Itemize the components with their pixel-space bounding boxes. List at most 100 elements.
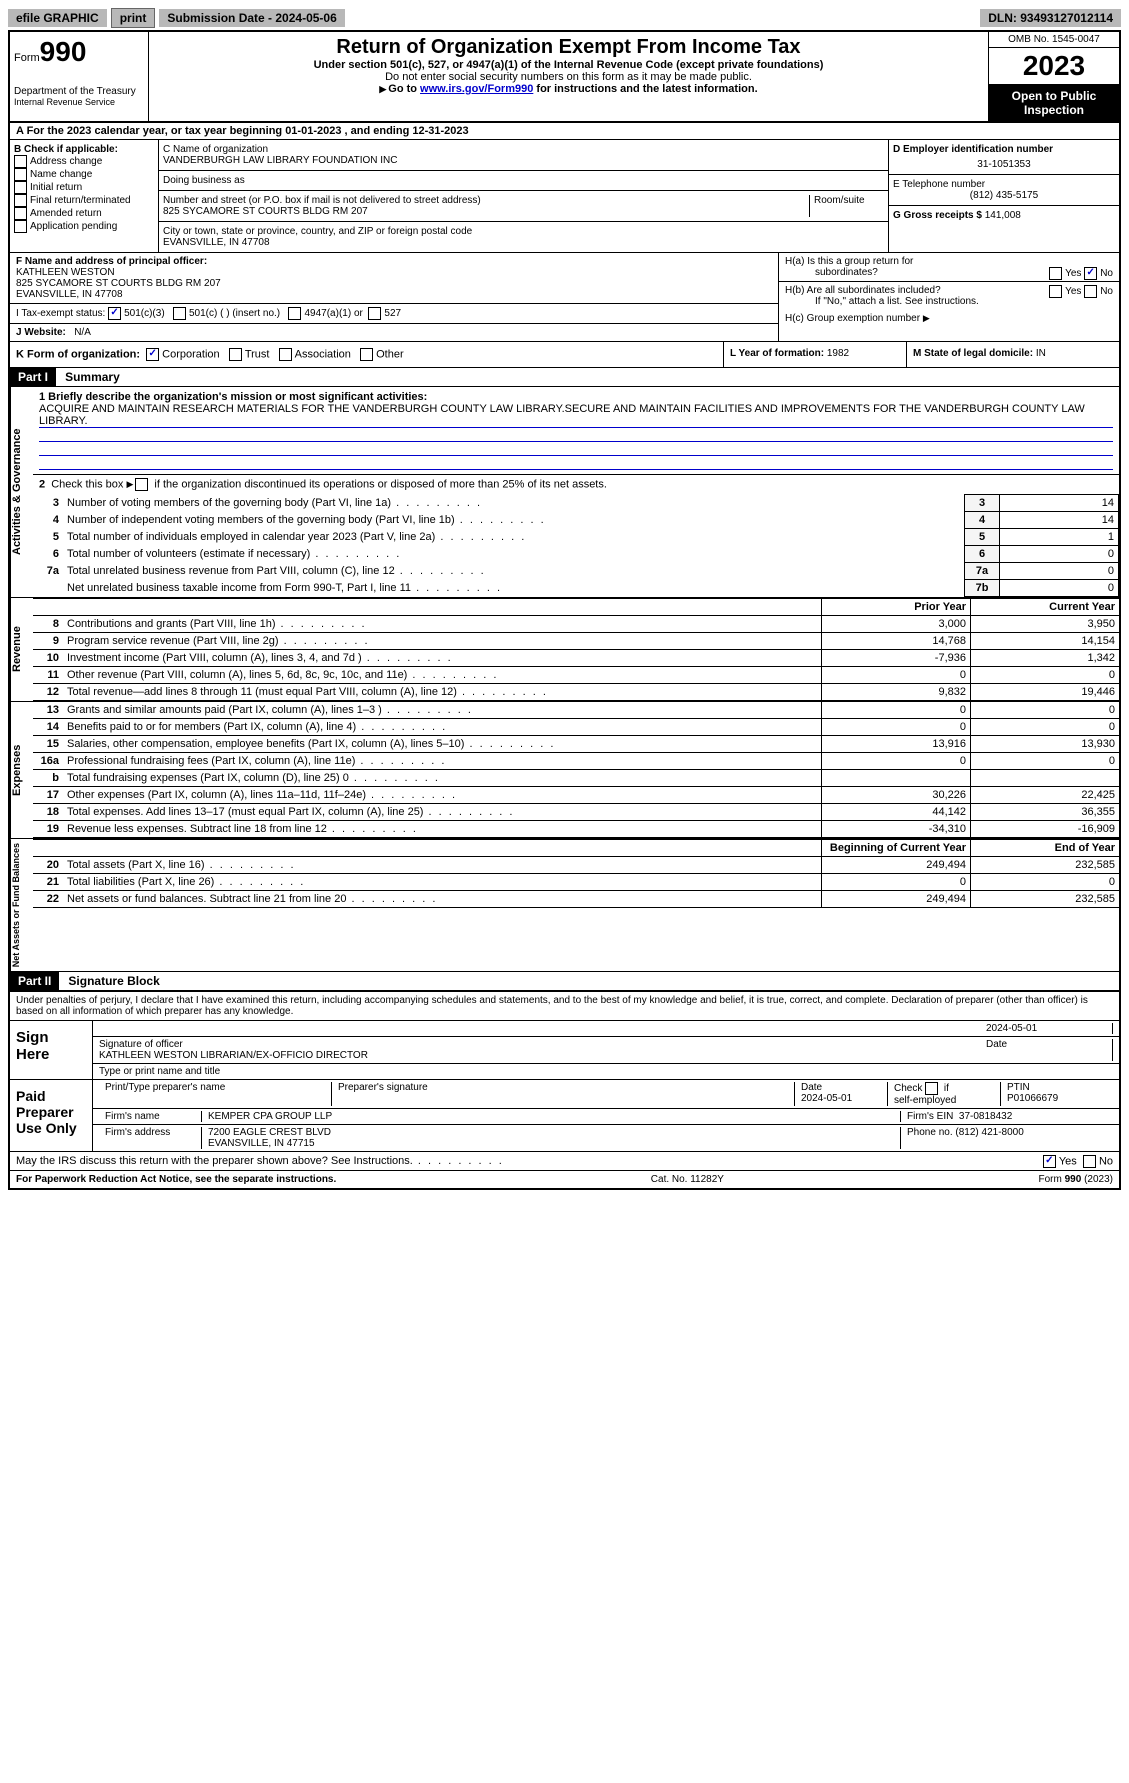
mission-block: 1 Briefly describe the organization's mi… <box>33 387 1119 475</box>
sig-date-top: 2024-05-01 <box>980 1023 1113 1034</box>
chk-association[interactable] <box>279 348 292 361</box>
city-value: EVANSVILLE, IN 47708 <box>163 237 884 248</box>
website-label: J Website: <box>16 327 66 338</box>
gross-label: G Gross receipts $ <box>893 210 982 221</box>
chk-discuss-no[interactable] <box>1083 1155 1096 1168</box>
vtab-netassets: Net Assets or Fund Balances <box>10 839 33 971</box>
firm-ein: 37-0818432 <box>959 1111 1012 1122</box>
part-2-header: Part II Signature Block <box>10 972 1119 990</box>
chk-527[interactable] <box>368 307 381 320</box>
h-c-row: H(c) Group exemption number <box>779 310 1119 327</box>
firm-phone: (812) 421-8000 <box>955 1127 1023 1138</box>
org-name: VANDERBURGH LAW LIBRARY FOUNDATION INC <box>163 155 884 166</box>
chk-ha-yes[interactable] <box>1049 267 1062 280</box>
data-row: bTotal fundraising expenses (Part IX, co… <box>33 770 1119 787</box>
q2-row: 2 Check this box if the organization dis… <box>33 475 1119 494</box>
chk-trust[interactable] <box>229 348 242 361</box>
gov-row: 5Total number of individuals employed in… <box>33 529 1119 546</box>
chk-ha-no[interactable] <box>1084 267 1097 280</box>
section-bcde: B Check if applicable: Address change Na… <box>10 140 1119 253</box>
chk-hb-no[interactable] <box>1084 285 1097 298</box>
data-row: 20Total assets (Part X, line 16)249,4942… <box>33 857 1119 874</box>
header-right: OMB No. 1545-0047 2023 Open to Public In… <box>988 32 1119 121</box>
section-fhij: F Name and address of principal officer:… <box>10 253 1119 342</box>
firm-name: KEMPER CPA GROUP LLP <box>202 1111 901 1122</box>
chk-application-pending[interactable] <box>14 220 27 233</box>
expenses-section: Expenses 13Grants and similar amounts pa… <box>10 702 1119 839</box>
subtitle-1: Under section 501(c), 527, or 4947(a)(1)… <box>153 59 984 71</box>
data-row: 15Salaries, other compensation, employee… <box>33 736 1119 753</box>
mission-text: ACQUIRE AND MAINTAIN RESEARCH MATERIALS … <box>39 403 1113 428</box>
sign-here-row: Sign Here 2024-05-01 Signature of office… <box>10 1020 1119 1079</box>
footer-cat: Cat. No. 11282Y <box>651 1174 724 1185</box>
ein-label: D Employer identification number <box>893 144 1115 155</box>
declaration-text: Under penalties of perjury, I declare th… <box>10 992 1119 1020</box>
sign-here-label: Sign Here <box>10 1021 93 1079</box>
chk-discuss-yes[interactable] <box>1043 1155 1056 1168</box>
chk-amended[interactable] <box>14 207 27 220</box>
sig-date-label: Date <box>980 1039 1113 1061</box>
part-1-header: Part I Summary <box>10 368 1119 387</box>
prep-sig-label: Preparer's signature <box>332 1082 795 1106</box>
addr-label: Number and street (or P.O. box if mail i… <box>163 195 805 206</box>
gov-row: 6Total number of volunteers (estimate if… <box>33 546 1119 563</box>
sig-officer-label: Signature of officer <box>99 1039 980 1050</box>
subtitle-2: Do not enter social security numbers on … <box>153 71 984 83</box>
addr-value: 825 SYCAMORE ST COURTS BLDG RM 207 <box>163 206 805 217</box>
gov-row: 7aTotal unrelated business revenue from … <box>33 563 1119 580</box>
col-b-checkboxes: B Check if applicable: Address change Na… <box>10 140 159 252</box>
vtab-expenses: Expenses <box>10 702 33 838</box>
data-row: 12Total revenue—add lines 8 through 11 (… <box>33 684 1119 701</box>
chk-other[interactable] <box>360 348 373 361</box>
phone-value: (812) 435-5175 <box>893 190 1115 201</box>
gross-value: 141,008 <box>985 210 1021 221</box>
ptin-value: P01066679 <box>1007 1093 1058 1104</box>
revenue-table: Prior YearCurrent Year 8Contributions an… <box>33 598 1119 701</box>
tax-year: 2023 <box>989 48 1119 85</box>
col-c-org: C Name of organization VANDERBURGH LAW L… <box>159 140 889 252</box>
chk-4947[interactable] <box>288 307 301 320</box>
officer-name: KATHLEEN WESTON <box>16 267 772 278</box>
efile-label: efile GRAPHIC <box>8 9 107 27</box>
ein-value: 31-1051353 <box>893 159 1115 170</box>
prep-name-label: Print/Type preparer's name <box>99 1082 332 1106</box>
net-assets-table: Beginning of Current YearEnd of Year 20T… <box>33 839 1119 908</box>
chk-final-return[interactable] <box>14 194 27 207</box>
data-row: 14Benefits paid to or for members (Part … <box>33 719 1119 736</box>
data-row: 17Other expenses (Part IX, column (A), l… <box>33 787 1119 804</box>
print-button[interactable]: print <box>111 8 156 28</box>
website-value: N/A <box>74 327 91 338</box>
top-bar: efile GRAPHIC print Submission Date - 20… <box>8 8 1121 28</box>
chk-501c3[interactable] <box>108 307 121 320</box>
chk-name-change[interactable] <box>14 168 27 181</box>
submission-date: Submission Date - 2024-05-06 <box>159 9 344 27</box>
chk-discontinued[interactable] <box>135 478 148 491</box>
form-title: Return of Organization Exempt From Incom… <box>153 36 984 59</box>
revenue-section: Revenue Prior YearCurrent Year 8Contribu… <box>10 598 1119 702</box>
chk-501c[interactable] <box>173 307 186 320</box>
data-row: 19Revenue less expenses. Subtract line 1… <box>33 821 1119 838</box>
chk-self-employed[interactable] <box>925 1082 938 1095</box>
vtab-activities: Activities & Governance <box>10 387 33 597</box>
sig-officer-name: KATHLEEN WESTON LIBRARIAN/EX-OFFICIO DIR… <box>99 1050 980 1061</box>
expenses-table: 13Grants and similar amounts paid (Part … <box>33 702 1119 838</box>
dln-label: DLN: 93493127012114 <box>980 9 1121 27</box>
chk-initial-return[interactable] <box>14 181 27 194</box>
dept-treasury: Department of the Treasury <box>14 86 144 97</box>
gov-row: Net unrelated business taxable income fr… <box>33 580 1119 597</box>
section-klm: K Form of organization: Corporation Trus… <box>10 342 1119 368</box>
vtab-revenue: Revenue <box>10 598 33 701</box>
footer-right: Form 990 (2023) <box>1039 1174 1113 1185</box>
irs-link[interactable]: www.irs.gov/Form990 <box>420 83 533 95</box>
chk-address-change[interactable] <box>14 155 27 168</box>
data-row: 11Other revenue (Part VIII, column (A), … <box>33 667 1119 684</box>
chk-hb-yes[interactable] <box>1049 285 1062 298</box>
activities-governance: Activities & Governance 1 Briefly descri… <box>10 387 1119 598</box>
public-inspection: Open to Public Inspection <box>989 85 1119 121</box>
officer-label: F Name and address of principal officer: <box>16 256 772 267</box>
h-b-row: H(b) Are all subordinates included? Yes … <box>779 282 1119 310</box>
data-row: 21Total liabilities (Part X, line 26)00 <box>33 874 1119 891</box>
chk-corporation[interactable] <box>146 348 159 361</box>
state-domicile-label: M State of legal domicile: <box>913 348 1033 359</box>
omb-number: OMB No. 1545-0047 <box>989 32 1119 48</box>
